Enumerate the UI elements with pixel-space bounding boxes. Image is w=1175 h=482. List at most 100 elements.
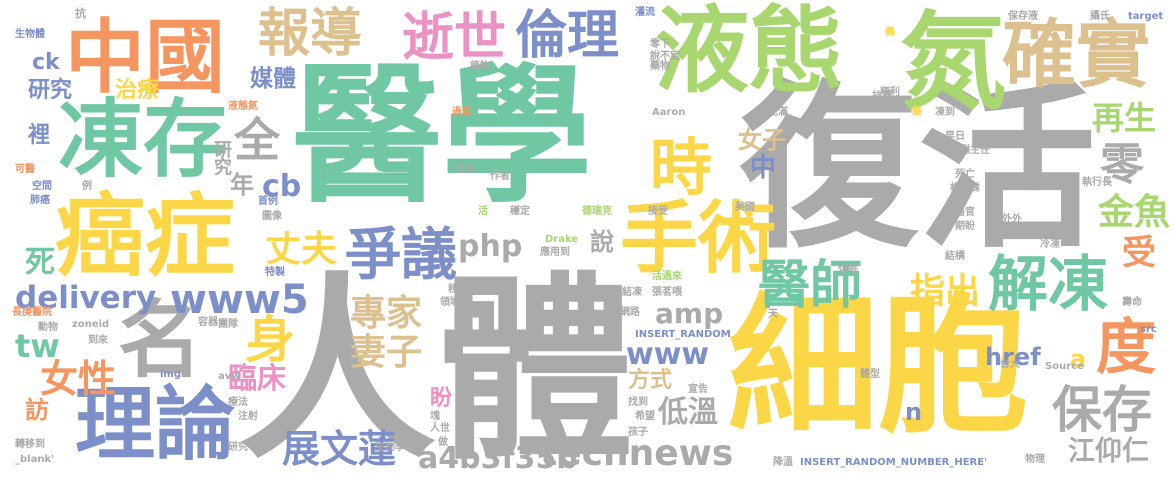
word-www5: www5 (170, 277, 309, 323)
word-feiai: 肺癌 (30, 195, 50, 206)
word-jiedong2: 結凍 (622, 287, 642, 298)
word-delivery: delivery (15, 280, 157, 316)
word-nuzi: 女子 (738, 126, 786, 154)
word-tezhi: 特製 (265, 267, 285, 278)
word-yetaidan: 液態氮 (228, 101, 258, 112)
word-src: src (1140, 324, 1157, 335)
word-a4b3f35b: a4b3f35b (418, 441, 578, 476)
word-jieshou: 接受 (648, 206, 668, 217)
word-n: n (905, 398, 923, 426)
word-renti: 人體 (238, 255, 634, 482)
word-drake: Drake (545, 234, 579, 245)
word-yanjiu: 研究 (28, 78, 73, 103)
word-shuo: 說 (590, 228, 614, 256)
word-daolai: 到來 (88, 335, 108, 346)
word-xiwang: 希望 (635, 411, 655, 422)
word-a: a (1070, 345, 1087, 373)
word-cb: cb (262, 169, 302, 204)
word-qizi: 妻子 (350, 332, 423, 373)
word-pan: 盼 (430, 386, 453, 411)
word-kuai: 塊 (430, 411, 440, 422)
word-zhiliao: 治療 (115, 78, 160, 103)
word-yi: 義 (885, 27, 895, 38)
word-yishi: 醫師 (758, 256, 863, 316)
word-zaori: 早日 (945, 131, 965, 142)
word-zhuanjia-v: 研究 (211, 140, 232, 176)
word-yanjiuzhongxin: 研究中心 (228, 442, 268, 453)
word-lunli: 倫理 (515, 6, 620, 66)
word-zhangmingwei: 張茗喂 (652, 287, 682, 298)
word-zhixingzhang: 執行長 (1082, 177, 1112, 188)
word-zaisheng: 再生 (1092, 99, 1157, 137)
word-kangning: 抗凝 (872, 91, 892, 102)
word-haizi: 孩子 (628, 427, 648, 438)
word-dan: 氮 (900, 1, 1006, 124)
word-shen: 身 (245, 311, 295, 369)
word-amp: amp (655, 297, 724, 330)
word-www: www (626, 337, 710, 372)
word-lingxia: 零下 (650, 39, 670, 50)
word-meiguo: 美國 (735, 202, 755, 213)
word-peihe: 配合 (1058, 131, 1078, 142)
word-tuandui: 團隊 (218, 319, 238, 330)
word-huoti: 活體 (1050, 177, 1070, 188)
word-yizhizhongxin: 移植中心 (448, 284, 488, 295)
word-nian: 年 (230, 171, 254, 199)
word-php: php (458, 229, 523, 264)
word-quan: 全 (234, 113, 280, 167)
word-chongman: 充滿 (768, 107, 788, 118)
word-fangshi: 方式 (628, 368, 673, 393)
word-zhengyi: 爭議 (345, 223, 457, 288)
word-jiangwen: 降溫 (773, 457, 793, 468)
word-diwen: 低溫 (658, 395, 718, 430)
word-kongjian: 空間 (32, 181, 52, 192)
word-shou: 受 (1122, 233, 1156, 273)
word-fayu: 發育 (1018, 181, 1038, 192)
word-huoguolai: 活過來 (652, 271, 682, 282)
word-zhushe: 注射 (238, 411, 258, 422)
word-yue: 月 (768, 194, 778, 205)
word-guanliu: 灌流 (635, 7, 655, 18)
word-liaofa: 療法 (228, 397, 248, 408)
word-rongqi: 容器 (198, 317, 218, 328)
word-aaron: Aaron (652, 107, 686, 118)
word-yaowu: 藥物 (650, 61, 670, 72)
word-wending: 穩定 (510, 206, 530, 217)
word-shengwuxue: 生物學 (375, 442, 405, 453)
word-huo: 活 (478, 206, 488, 217)
word-shoushu: 手術 (620, 194, 777, 284)
word-meiti: 媒體 (250, 66, 296, 92)
word-zhuanjia: 專家 (350, 293, 423, 334)
word-avw: avw (218, 371, 241, 382)
word-fuzhuren: 副主任 (960, 145, 990, 156)
word-insertnumber: INSERT_RANDOM_NUMBER_HERE' (800, 457, 988, 468)
word-jiangyangren: 江仰仁 (1068, 436, 1149, 467)
word-zhuanyidao: 轉移到 (15, 439, 45, 450)
word-tw: tw (15, 327, 60, 365)
word-baocun: 保存 (1052, 381, 1152, 439)
word-zuo: 做 (438, 437, 448, 448)
word-href: href (985, 343, 1041, 371)
word-shunli: 順利 (880, 87, 900, 98)
word-zhangfu: 丈夫 (265, 229, 338, 270)
word-ck: ck (32, 50, 60, 75)
word-tian: 天 (768, 309, 778, 320)
word-dongdao: 凍到 (935, 107, 955, 118)
word-yao: 藥 (912, 107, 922, 118)
word-shengwuti: 生物體 (15, 29, 45, 40)
word-si: 死 (25, 245, 55, 280)
word-aizheng: 癌症 (55, 184, 235, 289)
word-jiegou: 結構 (945, 251, 965, 262)
word-jiedong: 解凍 (988, 250, 1108, 320)
word-wangluo: 網路 (620, 307, 640, 318)
word-fang: 訪 (25, 396, 49, 424)
word-zoneid: zoneid (72, 319, 110, 330)
word-shouming: 壽命 (1122, 297, 1142, 308)
word-derake: 德瑞克 (582, 206, 612, 217)
word-jinyu: 金魚 (1098, 192, 1171, 233)
word-renshi: 人世 (430, 423, 450, 434)
word-ming: 名 (118, 291, 203, 389)
word-img: img (160, 369, 182, 380)
word-taida: 台大 (1000, 359, 1020, 370)
word-source: Source (1045, 361, 1084, 372)
